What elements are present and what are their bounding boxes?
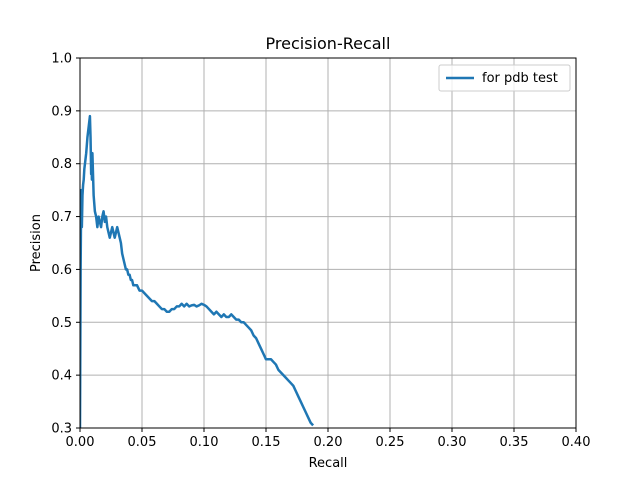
y-tick-label: 0.8 — [51, 157, 72, 172]
x-tick-label: 0.30 — [438, 435, 467, 450]
y-tick-label: 1.0 — [51, 52, 72, 67]
x-tick-label: 0.40 — [562, 435, 591, 450]
x-tick-label: 0.25 — [376, 435, 405, 450]
x-tick-label: 0.10 — [190, 435, 219, 450]
x-axis-ticks: 0.00 0.05 0.10 0.15 0.20 0.25 0.30 0.35 0.40 — [66, 428, 591, 450]
x-tick-label: 0.15 — [252, 435, 281, 450]
legend-label: for pdb test — [482, 71, 558, 86]
y-tick-label: 0.5 — [51, 316, 72, 331]
y-tick-label: 0.9 — [51, 104, 72, 119]
y-tick-label: 0.3 — [51, 422, 72, 437]
x-tick-label: 0.05 — [128, 435, 157, 450]
chart-title: Precision-Recall — [266, 34, 391, 53]
y-axis-ticks: 0.3 0.4 0.5 0.6 0.7 0.8 0.9 1.0 — [51, 52, 80, 437]
y-tick-label: 0.6 — [51, 263, 72, 278]
y-tick-label: 0.7 — [51, 210, 72, 225]
x-axis-label: Recall — [309, 456, 348, 471]
legend: for pdb test — [438, 64, 571, 92]
x-tick-label: 0.20 — [314, 435, 343, 450]
x-tick-label: 0.00 — [66, 435, 95, 450]
x-tick-label: 0.35 — [500, 435, 529, 450]
legend-box — [438, 64, 571, 92]
y-axis-label: Precision — [29, 214, 44, 272]
series-line-0 — [80, 114, 315, 428]
grid-lines — [79, 57, 577, 429]
y-tick-label: 0.4 — [51, 369, 72, 384]
series-layer — [80, 114, 315, 428]
